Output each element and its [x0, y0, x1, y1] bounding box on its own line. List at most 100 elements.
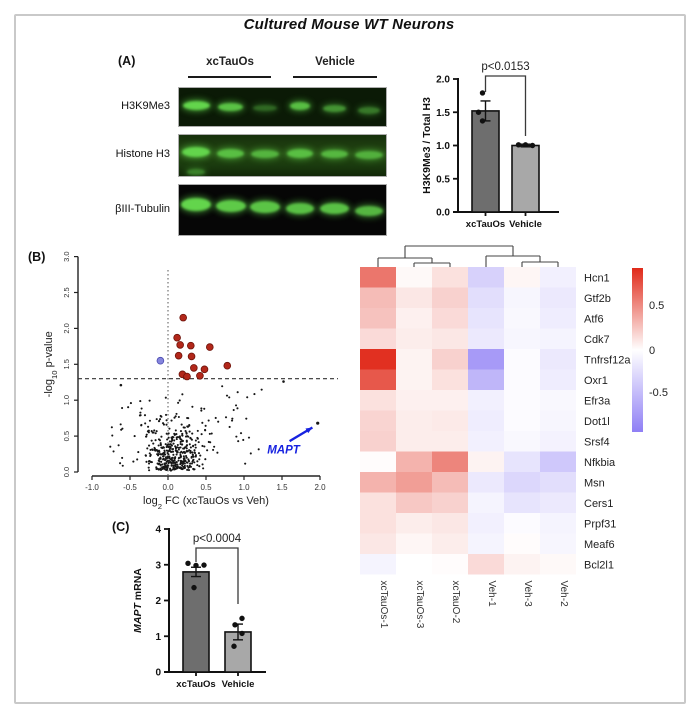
heatmap-cell — [468, 472, 504, 493]
gene-label: Dot1l — [584, 416, 610, 428]
bg-point — [196, 429, 199, 432]
bg-point — [161, 463, 164, 466]
bg-point — [129, 402, 132, 405]
upregulated-point — [173, 333, 181, 342]
bg-point — [188, 443, 191, 446]
bg-point — [196, 460, 199, 463]
bg-point — [208, 432, 211, 435]
heatmap-cell — [396, 308, 432, 329]
bg-point — [253, 393, 256, 396]
y-tick-label: 1.0 — [62, 395, 71, 405]
mapt-point — [316, 421, 320, 425]
heatmap-cell — [468, 287, 504, 308]
bg-point — [146, 447, 149, 450]
bg-point — [191, 451, 194, 454]
bg-point — [119, 423, 122, 426]
bg-point — [179, 440, 182, 444]
bg-point — [140, 407, 143, 410]
bg-point — [249, 452, 252, 455]
blot-band — [253, 105, 278, 111]
mapt-mrna-bar-chart: 0 1 2 3 4 xcTauOs Vehicle p<0.0004 MAPT mRNA — [132, 525, 266, 690]
data-point — [193, 562, 199, 569]
bg-point — [173, 439, 176, 442]
heatmap-cell — [396, 369, 432, 390]
sample-label: xcTauO-2 — [450, 581, 461, 624]
heatmap-cell — [540, 431, 576, 452]
heatmap-cell — [540, 472, 576, 493]
bg-point — [204, 429, 207, 432]
blot-band — [182, 147, 211, 157]
bg-point — [201, 421, 204, 424]
bg-point — [155, 467, 158, 470]
heatmap-cell — [540, 287, 576, 308]
blot-band — [319, 203, 349, 214]
bg-point — [168, 440, 171, 443]
bg-point — [201, 444, 204, 448]
bg-point — [151, 448, 154, 452]
bg-point — [180, 423, 183, 426]
x-tick-label: -0.5 — [123, 483, 137, 492]
bg-point — [170, 444, 173, 447]
bg-point — [181, 443, 184, 446]
bg-point — [159, 457, 162, 460]
bg-point — [172, 464, 175, 468]
bg-point — [183, 464, 186, 467]
data-point — [239, 630, 245, 637]
data-point — [529, 142, 536, 149]
bg-point — [170, 419, 173, 422]
bg-point — [168, 445, 171, 448]
gene-label: Gtf2b — [584, 293, 611, 305]
bg-point — [161, 422, 165, 425]
blot-label-histone-h3: Histone H3 — [115, 148, 170, 160]
y-tick-label: 0.0 — [62, 467, 71, 477]
gene-label: Bcl2l1 — [584, 559, 614, 571]
blot-band — [358, 107, 380, 114]
heatmap-cell — [540, 533, 576, 554]
y-tick-label: 3 — [155, 560, 161, 571]
bg-point — [200, 407, 203, 410]
bg-point — [143, 414, 147, 417]
data-point — [232, 622, 238, 628]
upregulated-point — [187, 352, 196, 361]
bg-point — [147, 462, 151, 465]
gene-label: Meaf6 — [584, 539, 615, 551]
bg-point — [155, 430, 158, 433]
bg-point — [176, 435, 180, 439]
bg-point — [179, 461, 183, 464]
y-tick-label: 1.5 — [62, 359, 71, 369]
upregulated-point — [183, 372, 191, 381]
bg-point — [282, 380, 285, 383]
heatmap-cell — [468, 492, 504, 513]
group-underline-xctauos — [188, 76, 271, 78]
blot-band — [355, 206, 383, 216]
heatmap-cell — [540, 451, 576, 472]
heatmap-cell — [432, 451, 468, 472]
heatmap-cell — [396, 492, 432, 513]
bg-point — [185, 456, 188, 459]
panel-b-label: (B) — [28, 250, 46, 264]
data-point — [201, 562, 207, 568]
bg-point — [203, 407, 206, 410]
heatmap-cell — [468, 533, 504, 554]
figure-title: Cultured Mouse WT Neurons — [243, 16, 455, 33]
bg-point — [184, 454, 188, 458]
y-tick-label: 2.0 — [436, 75, 450, 86]
blot-band — [320, 150, 348, 158]
heatmap-cell — [396, 267, 432, 288]
bg-point — [179, 466, 182, 469]
bg-point — [140, 423, 143, 427]
y-tick-label: 2.0 — [62, 323, 71, 333]
bg-point — [166, 443, 169, 446]
heatmap-cell — [468, 554, 504, 575]
bg-point — [166, 459, 169, 462]
heatmap-cell — [540, 308, 576, 329]
heatmap-cell — [432, 533, 468, 554]
colorbar-label: 0.5 — [649, 300, 664, 312]
bg-point — [145, 435, 148, 438]
bg-point — [164, 396, 167, 399]
x-tick-label: 0.5 — [200, 483, 212, 492]
bg-point — [174, 456, 177, 459]
heatmap-cell — [504, 308, 540, 329]
colorbar — [632, 268, 643, 432]
upregulated-point — [179, 313, 188, 322]
